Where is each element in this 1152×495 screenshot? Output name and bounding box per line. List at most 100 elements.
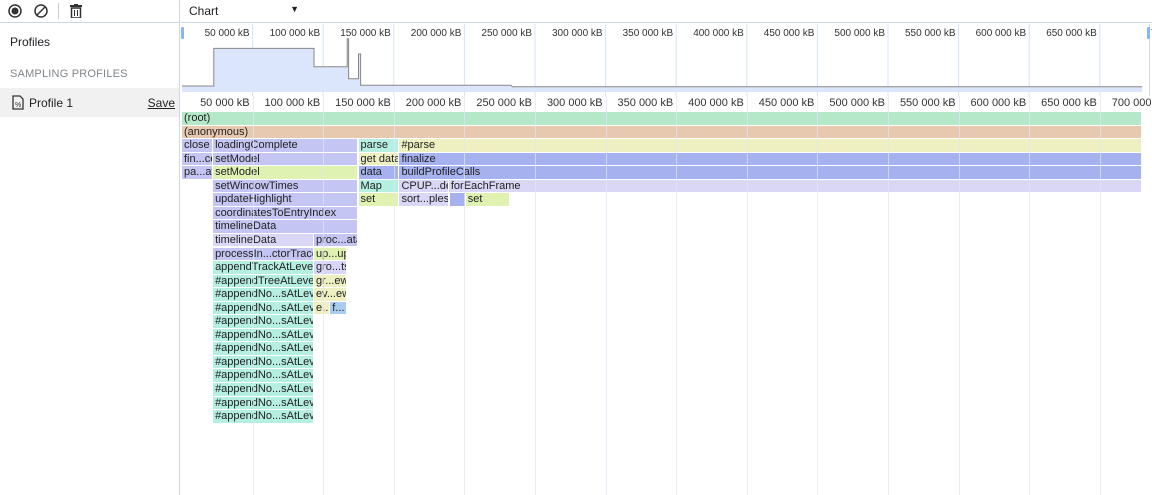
flame-frame[interactable]: #appendNo...sAtLevel [213,301,314,315]
dropdown-arrow-icon: ▼ [290,4,299,14]
flame-chart[interactable]: 50 000 kB 100 000 kB 150 000 kB 200 000 kB 2… [181,96,1152,495]
flame-frame[interactable]: finalize [399,152,1142,166]
view-select-value: Chart [189,4,219,18]
overview-tick-label: 700 [1140,28,1152,39]
flame-frame[interactable]: #appendNo...sAtLevel [213,369,314,382]
flame-frame[interactable]: (root) [182,112,1142,125]
flame-frame[interactable]: #appendNo...sAtLevel [213,410,314,423]
flame-frame[interactable]: fin...ce [182,152,213,166]
flame-frame[interactable]: timelineData [213,233,314,247]
flame-frame[interactable]: #appendNo...sAtLevel [213,288,314,301]
flame-frame[interactable]: pa...at [182,166,213,179]
flame-frame[interactable]: #appendTreeAtLevel [213,274,314,288]
view-select[interactable]: Chart ▼ [189,4,299,18]
flame-tick-label: 650 000 kB [1041,97,1097,109]
flame-frame[interactable]: Map [358,179,399,193]
flame-frame[interactable]: timelineData [213,220,358,233]
flame-frame[interactable]: set [358,193,399,206]
delete-button[interactable] [67,2,85,20]
flame-gridline [535,96,536,495]
overview-tick-label: 200 000 kB [410,28,462,39]
flame-frame[interactable]: parse [358,139,399,152]
flame-frame[interactable]: gr...ew [314,274,347,288]
flame-frame[interactable]: updateHighlight [213,193,358,206]
flame-frame[interactable]: setModel [213,166,358,179]
flame-frame[interactable]: loadingComplete [213,139,358,152]
overview-left-handle[interactable] [181,27,184,39]
flame-frame[interactable]: buildProfileCalls [399,166,1142,179]
flame-frame[interactable]: processIn...ctorTrace [213,247,314,260]
record-icon [8,4,22,18]
flame-frame[interactable]: get data [358,152,399,166]
flame-tick-label: 200 000 kB [405,97,462,109]
flame-tick-label: 700 000 kB [1111,97,1152,109]
flame-frame[interactable]: #appendNo...sAtLevel [213,355,314,369]
flame-frame[interactable] [450,193,465,206]
overview-tick-label: 400 000 kB [693,28,744,39]
flame-frame[interactable]: #appendNo...sAtLevel [213,383,314,396]
flame-frame[interactable]: (anonymous) [182,125,1142,139]
flame-tick-label: 400 000 kB [688,97,744,109]
sampling-profiles-section: SAMPLING PROFILES [10,68,128,80]
flame-tick-label: 350 000 kB [617,97,674,109]
profile-view: Chart ▼ 50 000 kB 100 000 kB 150 000 kB 200 … [181,0,1152,495]
overview-tick-label: 250 000 kB [481,28,532,39]
flame-frame[interactable]: ev...ew [314,288,347,301]
flame-tick-label: 500 000 kB [829,97,885,109]
svg-text:%: % [15,102,21,109]
overview-tick-label: 450 000 kB [763,28,815,39]
flame-frame[interactable]: close [182,139,213,152]
overview-tick-label: 550 000 kB [904,28,956,39]
trash-icon [70,4,82,18]
flame-frame[interactable]: set [465,193,509,206]
flame-tick-label: 100 000 kB [264,97,321,109]
flame-frame[interactable]: #parse [399,139,1142,152]
overview-tick-label: 50 000 kB [204,28,250,39]
flame-frame[interactable]: data [358,166,399,179]
flame-tick-label: 300 000 kB [546,97,603,109]
toolbar-divider [58,3,59,19]
overview-tick-label: 150 000 kB [340,28,391,39]
flame-gridline [817,96,819,495]
flame-frame[interactable]: gro...ts [314,261,347,274]
flame-frame[interactable]: appendTrackAtLevel [213,261,314,274]
flame-frame[interactable]: setModel [213,152,358,166]
overview-tick-label: 600 000 kB [975,28,1027,39]
overview-right-handle[interactable] [1147,27,1150,39]
overview-tick-label: 100 000 kB [269,28,321,39]
flame-frame[interactable]: e... [314,301,330,315]
flame-frame[interactable]: CPUP...del [399,179,448,193]
overview-line [182,38,1143,88]
profile-file-icon: % [12,95,24,110]
save-link[interactable]: Save [147,95,175,110]
flame-frame[interactable]: coordinatesToEntryIndex [213,206,358,220]
record-button[interactable] [6,2,24,20]
flame-gridline [958,96,960,495]
flame-frame[interactable]: #appendNo...sAtLevel [213,315,314,328]
flame-gridline [252,96,254,495]
clear-button[interactable] [32,2,50,20]
profile-name: Profile 1 [29,95,74,110]
flame-tick-label: 550 000 kB [899,97,956,109]
flame-frame[interactable]: #appendNo...sAtLevel [213,328,314,342]
flame-gridline [1029,96,1031,495]
view-toolbar: Chart ▼ [181,0,1152,23]
flame-frame[interactable]: setWindowTimes [213,179,358,193]
flame-frame[interactable]: #appendNo...sAtLevel [213,342,314,355]
clear-icon [34,4,48,18]
flame-gridline [464,96,466,495]
flame-gridline [888,96,889,495]
overview-tick-label: 500 000 kB [834,28,885,39]
flame-frame[interactable]: sort...ples [399,193,448,206]
overview-pane[interactable]: 50 000 kB 100 000 kB 150 000 kB 200 000 kB 2… [181,24,1152,96]
flame-frame[interactable]: proc...ata [314,233,358,247]
overview-tick-label: 300 000 kB [551,28,603,39]
flame-frame[interactable]: forEachFrame [448,179,1142,193]
profile-list-item[interactable]: % Profile 1 Save [0,88,179,117]
flame-tick-label: 50 000 kB [200,97,250,109]
flame-gridline [1099,96,1101,495]
flame-frame[interactable]: #appendNo...sAtLevel [213,396,314,410]
flame-frame[interactable]: f... [330,301,347,315]
flame-gridline [323,96,325,495]
flame-frame[interactable]: up...up [314,247,347,260]
